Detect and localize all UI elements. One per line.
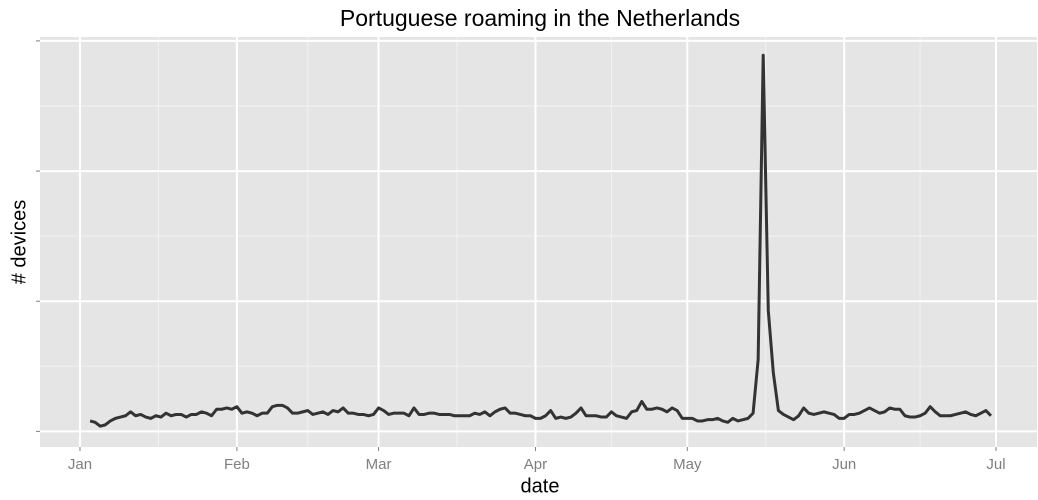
x-tick-label: Jul [986, 456, 1005, 473]
x-tick-label: May [673, 456, 702, 473]
x-tick-label: Jan [68, 456, 92, 473]
x-tick-label: Feb [224, 456, 250, 473]
x-tick-label: Jun [832, 456, 856, 473]
plot-background [40, 37, 1037, 447]
grid [40, 37, 1037, 447]
y-axis-label: # devices [8, 200, 30, 285]
x-tick-label: Apr [524, 456, 547, 473]
chart-title: Portuguese roaming in the Netherlands [340, 5, 740, 31]
x-axis-label: date [521, 475, 560, 497]
x-tick-label: Mar [366, 456, 392, 473]
data-line [89, 53, 993, 428]
marks [89, 53, 993, 428]
